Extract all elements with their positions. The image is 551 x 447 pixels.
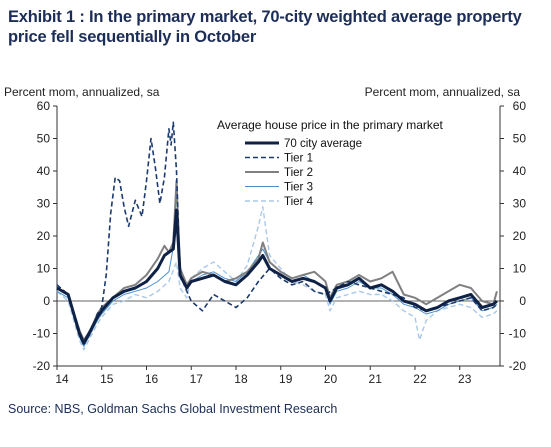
y-axis-label-right: Percent mom, annualized, sa: [365, 85, 521, 99]
series-line-tier-2: [56, 179, 498, 341]
legend-label: 70 city average: [284, 138, 362, 150]
x-tick-label: 21: [369, 372, 383, 386]
x-tick-label: 20: [324, 372, 338, 386]
source-note: Source: NBS, Goldman Sachs Global Invest…: [8, 402, 338, 416]
y-tick-label-left: 50: [37, 132, 51, 146]
chart-title: Exhibit 1 : In the primary market, 70-ci…: [8, 8, 522, 46]
chart-axes: Percent mom, annualized, sa Percent mom, …: [4, 85, 526, 386]
y-tick-label-left: 10: [37, 262, 51, 276]
y-tick-label-left: -20: [33, 359, 51, 373]
x-tick-label: 16: [145, 372, 159, 386]
y-tick-label-right: 0: [519, 294, 526, 308]
series-layer: [56, 121, 498, 351]
legend-label: Tier 1: [284, 153, 313, 165]
y-tick-label-right: 30: [513, 197, 527, 211]
x-tick-label: 23: [458, 372, 472, 386]
y-tick-label-right: 10: [513, 262, 527, 276]
y-tick-label-left: 40: [37, 164, 51, 178]
y-tick-label-right: -20: [509, 359, 527, 373]
x-tick-label: 19: [279, 372, 293, 386]
series-line-tier-4: [56, 206, 498, 351]
y-tick-label-right: 40: [513, 164, 527, 178]
y-tick-label-right: 20: [513, 229, 527, 243]
series-line-70-city-average: [56, 208, 498, 345]
series-line-tier-3: [56, 229, 498, 347]
legend: Average house price in the primary marke…: [217, 118, 444, 208]
x-tick-label: 17: [190, 372, 204, 386]
legend-label: Tier 4: [284, 196, 314, 208]
y-tick-label-left: 20: [37, 229, 51, 243]
x-tick-label: 18: [234, 372, 248, 386]
legend-label: Tier 2: [284, 167, 313, 179]
y-tick-label-left: 0: [43, 294, 50, 308]
y-tick-label-left: -10: [33, 327, 51, 341]
y-tick-label-right: 60: [513, 99, 527, 113]
x-tick-label: 14: [55, 372, 69, 386]
y-tick-label-left: 30: [37, 197, 51, 211]
y-tick-label-left: 60: [37, 99, 51, 113]
y-tick-label-right: 50: [513, 132, 527, 146]
y-axis-label-left: Percent mom, annualized, sa: [4, 85, 160, 99]
x-tick-label: 22: [413, 372, 427, 386]
legend-label: Tier 3: [284, 182, 313, 194]
y-tick-label-right: -10: [509, 327, 527, 341]
legend-title: Average house price in the primary marke…: [217, 118, 444, 132]
x-tick-label: 15: [100, 372, 114, 386]
series-line-tier-1: [56, 121, 498, 345]
